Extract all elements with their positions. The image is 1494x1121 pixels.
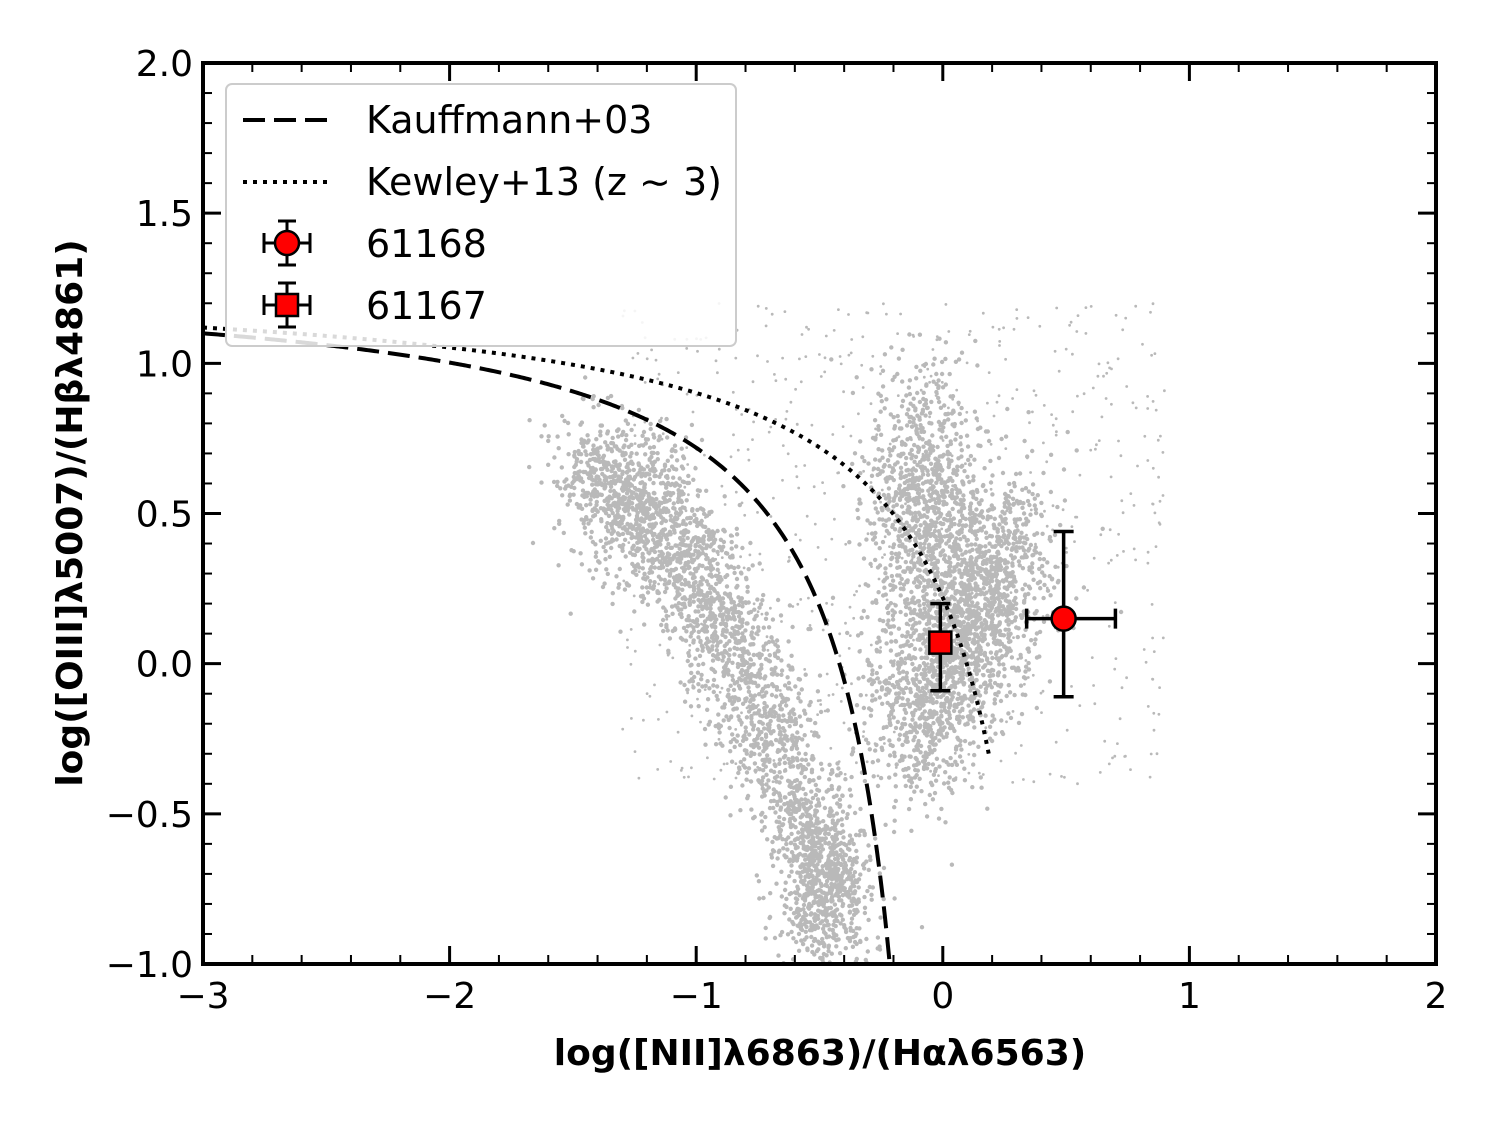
legend-box [225,83,737,347]
legend-label-61167: 61167 [366,284,487,328]
legend-swatch-square [262,281,312,329]
legend-label-kewley: Kewley+13 (z ∼ 3) [366,160,722,204]
point-61168 [1024,529,1118,699]
demarcation-curves [203,325,992,964]
x-tick-label: −1 [670,976,723,1017]
legend-swatch-circle [262,219,312,267]
y-tick-label: −0.5 [106,795,193,836]
x-tick-label: 1 [1178,976,1201,1017]
kauffmann-curve [203,331,892,964]
y-tick-label: 0.5 [136,495,193,536]
y-tick-label: 1.5 [136,194,193,235]
point-61167 [928,601,953,693]
y-tick-label: 2.0 [136,44,193,85]
x-tick-label: −2 [423,976,476,1017]
legend-label-kauffmann: Kauffmann+03 [366,98,652,142]
x-tick-label: 0 [931,976,954,1017]
x-tick-label: −3 [176,976,229,1017]
axis-ticks: −3 −2 −1 0 1 2 −1.0 −0.5 0.0 0.5 1.0 1.5 2.0 [106,44,1448,1017]
y-tick-label: 1.0 [136,344,193,385]
y-axis-title: log([OIII]λ5007)/(Hβλ4861) [50,239,91,786]
legend: Kauffmann+03 Kewley+13 (z ∼ 3) 61168 611… [225,83,737,347]
y-tick-label: 0.0 [136,645,193,686]
x-axis-title: log([NII]λ6863)/(Hαλ6563) [554,1033,1086,1074]
galaxy-scatter-cloud [527,302,1166,964]
data-points [928,529,1118,699]
y-tick-label: −1.0 [106,945,193,986]
legend-label-61168: 61168 [366,222,487,266]
scatter-cloud-points [527,302,1166,964]
x-tick-label: 2 [1425,976,1448,1017]
